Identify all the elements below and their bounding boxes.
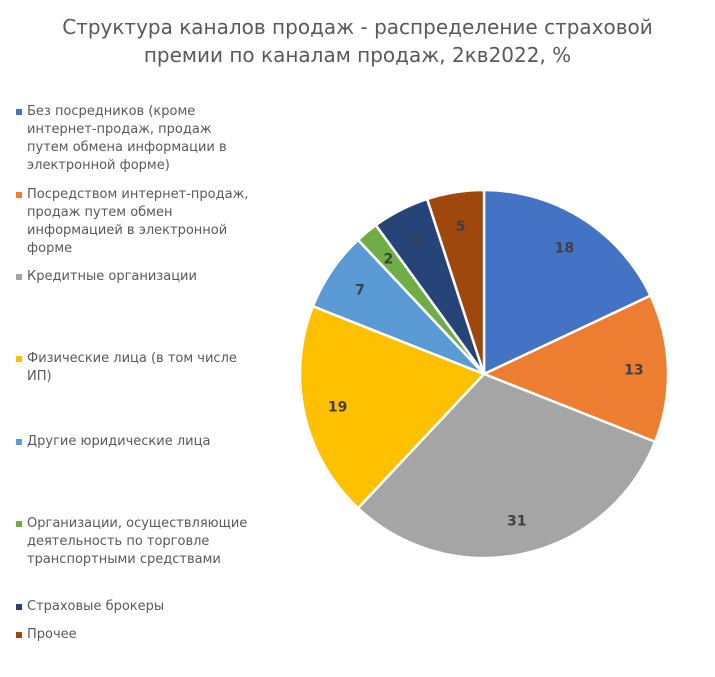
legend-item-other-legal: Другие юридические лица (16, 433, 256, 451)
legend-label-vehicle-dealers: Организации, осуществляющие деятельность… (27, 516, 248, 567)
legend-label-direct: Без посредников (кроме интернет-продаж, … (27, 104, 227, 173)
data-label-other-legal: 7 (355, 283, 365, 299)
legend-swatch-individuals (16, 356, 22, 362)
legend-label-credit-orgs: Кредитные организации (27, 269, 197, 284)
legend-label-other: Прочее (27, 627, 77, 642)
legend-swatch-brokers (16, 604, 22, 610)
legend-item-vehicle-dealers: Организации, осуществляющие деятельность… (16, 515, 256, 569)
legend: Без посредников (кроме интернет-продаж, … (0, 0, 260, 673)
data-label-vehicle-dealers: 2 (384, 251, 394, 267)
legend-item-other: Прочее (16, 626, 256, 644)
legend-swatch-internet (16, 192, 22, 198)
legend-item-brokers: Страховые брокеры (16, 598, 256, 616)
pie-slice-other (425, 188, 486, 376)
data-label-other: 5 (456, 219, 466, 235)
data-label-individuals: 19 (328, 400, 347, 416)
chart-title: Структура каналов продаж - распределение… (40, 13, 675, 69)
legend-item-direct: Без посредников (кроме интернет-продаж, … (16, 103, 256, 175)
legend-label-individuals: Физические лица (в том числе ИП) (27, 351, 237, 384)
data-label-credit-orgs: 31 (507, 513, 526, 529)
pie-slice-credit-orgs (356, 372, 657, 560)
legend-label-brokers: Страховые брокеры (27, 599, 165, 614)
legend-swatch-direct (16, 109, 22, 115)
legend-swatch-other-legal (16, 439, 22, 445)
legend-label-other-legal: Другие юридические лица (27, 434, 211, 449)
legend-label-internet: Посредством интернет-продаж, продаж путе… (27, 187, 249, 256)
legend-item-individuals: Физические лица (в том числе ИП) (16, 350, 256, 386)
data-label-internet: 13 (624, 362, 643, 378)
chart-title-line-2: премии по каналам продаж, 2кв2022, % (143, 43, 572, 67)
pie-slice-internet (482, 294, 670, 443)
data-label-brokers: 5 (411, 233, 421, 249)
legend-item-internet: Посредством интернет-продаж, продаж путе… (16, 186, 256, 258)
legend-swatch-other (16, 632, 22, 638)
legend-swatch-vehicle-dealers (16, 521, 22, 527)
legend-item-credit-orgs: Кредитные организации (16, 268, 256, 286)
chart-title-line-1: Структура каналов продаж - распределение… (62, 15, 653, 39)
legend-swatch-credit-orgs (16, 274, 22, 280)
data-label-direct: 18 (555, 240, 574, 256)
pie-slice-direct (482, 188, 652, 376)
